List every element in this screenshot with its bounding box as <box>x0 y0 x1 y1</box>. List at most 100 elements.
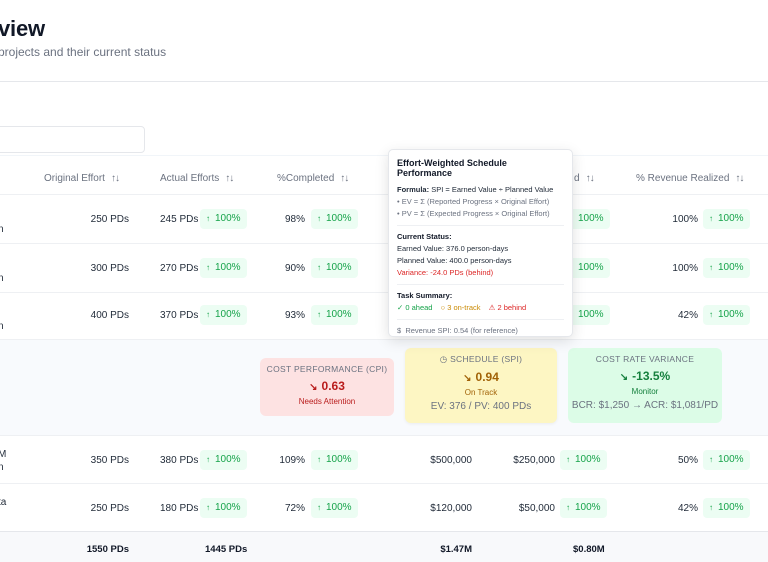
arrow-up-icon: ↑ <box>317 214 321 223</box>
spi-value: 0.94 <box>475 370 499 384</box>
page-header: view projects and their current status <box>0 0 768 82</box>
arrow-up-icon: ↑ <box>317 503 321 512</box>
table-row[interactable]: n 400 PDs 370 PDs ↑100% 93% ↑100% ↑100% … <box>0 292 768 339</box>
badge-value: 100% <box>326 309 352 320</box>
sort-icon[interactable]: ↑↓ <box>735 173 744 184</box>
actual-effort: 245 PDs <box>160 214 199 225</box>
sort-icon[interactable]: ↑↓ <box>340 173 349 184</box>
metric-detail: EV: 376 / PV: 400 PDs <box>430 401 532 412</box>
column-header-actual-efforts[interactable]: Actual Efforts ↑↓ <box>160 173 234 184</box>
completed: 98% <box>284 214 305 225</box>
metric-detail: BCR: $1,250 → ACR: $1,081/PD <box>571 400 719 411</box>
cpi-value: 0.63 <box>321 379 345 393</box>
trend-badge: ↑ 100% <box>200 209 247 229</box>
trend-badge: ↑ 100% <box>200 305 247 325</box>
budget: $120,000 <box>430 503 472 514</box>
totals-row: 1550 PDs 1445 PDs $1.47M $0.80M <box>0 531 768 562</box>
arrow-up-icon: ↑ <box>709 503 713 512</box>
table-row[interactable]: n 250 PDs 245 PDs ↑100% 98% ↑100% ↑100% … <box>0 194 768 243</box>
total-revenue: $0.80M <box>573 544 605 555</box>
actual-effort: 270 PDs <box>160 263 199 274</box>
column-header-label: Actual Efforts <box>160 173 220 184</box>
completed: 93% <box>284 310 305 321</box>
trend-badge: ↑ 100% <box>200 450 247 470</box>
column-header-completed[interactable]: %Completed ↑↓ <box>277 173 349 184</box>
tooltip-earned-value: Earned Value: 376.0 person-days <box>397 244 509 253</box>
formula-label: Formula: <box>397 185 430 194</box>
revenue-realized: 50% <box>677 455 698 466</box>
total-actual-effort: 1445 PDs <box>205 544 248 555</box>
arrow-up-icon: ↑ <box>709 310 713 319</box>
arrow-up-icon: ↑ <box>566 455 570 464</box>
trend-down-icon: ↘ <box>463 373 472 384</box>
search-input[interactable] <box>0 126 145 153</box>
actual-effort: 380 PDs <box>160 455 199 466</box>
trend-badge: ↑ 100% <box>703 258 750 278</box>
total-original-effort: 1550 PDs <box>86 544 129 555</box>
column-header-label: % Revenue Realized <box>636 173 730 184</box>
behind-count: ⚠ 2 behind <box>488 303 527 312</box>
badge-value: 100% <box>578 309 604 320</box>
trend-badge: ↑ 100% <box>311 450 358 470</box>
total-budget: $1.47M <box>440 544 472 555</box>
budget: $500,000 <box>430 455 472 466</box>
trend-badge: ↑ 100% <box>311 498 358 518</box>
badge-value: 100% <box>718 262 744 273</box>
metric-value: ↘ 0.94 <box>405 370 557 384</box>
badge-value: 100% <box>575 454 601 465</box>
sort-icon[interactable]: ↑↓ <box>225 173 234 184</box>
project-name: n <box>0 224 4 235</box>
sort-icon[interactable]: ↑↓ <box>110 173 120 184</box>
trend-badge: ↑ 100% <box>703 305 750 325</box>
table-row[interactable]: n 300 PDs 270 PDs ↑100% 90% ↑100% ↑100% … <box>0 243 768 292</box>
tooltip-variance: Variance: -24.0 PDs (behind) <box>397 268 494 277</box>
badge-value: 100% <box>718 502 744 513</box>
formula-text: SPI = Earned Value ÷ Planned Value <box>431 185 554 194</box>
arrow-up-icon: ↑ <box>709 455 713 464</box>
projects-table <box>0 155 768 562</box>
badge-value: 100% <box>718 454 744 465</box>
trend-badge: ↑ 100% <box>560 450 607 470</box>
badge-value: 100% <box>718 213 744 224</box>
column-header-original-effort[interactable]: Original Effort ↑↓ <box>44 173 120 184</box>
badge-value: 100% <box>326 262 352 273</box>
metric-label-text: SCHEDULE (SPI) <box>450 354 523 364</box>
trend-badge: ↑ 100% <box>703 498 750 518</box>
column-header-label: d <box>574 173 580 184</box>
revenue-realized: 100% <box>672 214 698 225</box>
column-header-revenue-realized[interactable]: % Revenue Realized ↑↓ <box>636 173 744 184</box>
original-effort: 300 PDs <box>90 263 129 274</box>
metric-label: COST PERFORMANCE (CPI) <box>266 364 388 374</box>
tooltip-revenue-spi: $ Revenue SPI: 0.54 (for reference) <box>397 325 564 337</box>
completed: 72% <box>284 503 305 514</box>
actual-effort: 370 PDs <box>160 310 199 321</box>
page-subtitle: projects and their current status <box>0 45 167 59</box>
divider <box>397 319 564 320</box>
tooltip-planned-value: Planned Value: 400.0 person-days <box>397 256 512 265</box>
schedule-performance-card[interactable]: ◷ SCHEDULE (SPI) ↘ 0.94 On Track EV: 376 … <box>405 348 557 423</box>
cost-performance-card: COST PERFORMANCE (CPI) ↘ 0.63 Needs Atten… <box>260 358 394 416</box>
project-name: n <box>0 321 4 332</box>
badge-value: 100% <box>326 454 352 465</box>
clock-icon: ◷ <box>439 354 448 364</box>
sort-icon[interactable]: ↑↓ <box>585 173 595 184</box>
trend-badge: ↑ 100% <box>311 305 358 325</box>
column-header-partial[interactable]: d ↑↓ <box>574 173 595 184</box>
crv-value: -13.5% <box>632 369 671 383</box>
badge-value: 100% <box>578 262 604 273</box>
table-row[interactable]: ta 250 PDs 180 PDs ↑ 100% 72% ↑ 100% $120,… <box>0 483 768 531</box>
name-line: M <box>0 449 7 460</box>
revenue-realized: 42% <box>677 503 698 514</box>
arrow-up-icon: ↑ <box>206 310 210 319</box>
actual-effort: 180 PDs <box>160 503 199 514</box>
metric-value: ↘ -13.5% <box>568 369 722 383</box>
metric-label: ◷ SCHEDULE (SPI) <box>405 354 557 365</box>
trend-badge: ↑ 100% <box>200 498 247 518</box>
trend-badge: ↑ 100% <box>703 450 750 470</box>
tooltip-summary-heading: Task Summary: <box>397 291 453 300</box>
original-effort: 250 PDs <box>90 503 129 514</box>
revenue-realized: 100% <box>672 263 698 274</box>
tooltip-ev-definition: • EV = Σ (Reported Progress × Original E… <box>397 197 550 206</box>
project-name: n <box>0 273 4 284</box>
